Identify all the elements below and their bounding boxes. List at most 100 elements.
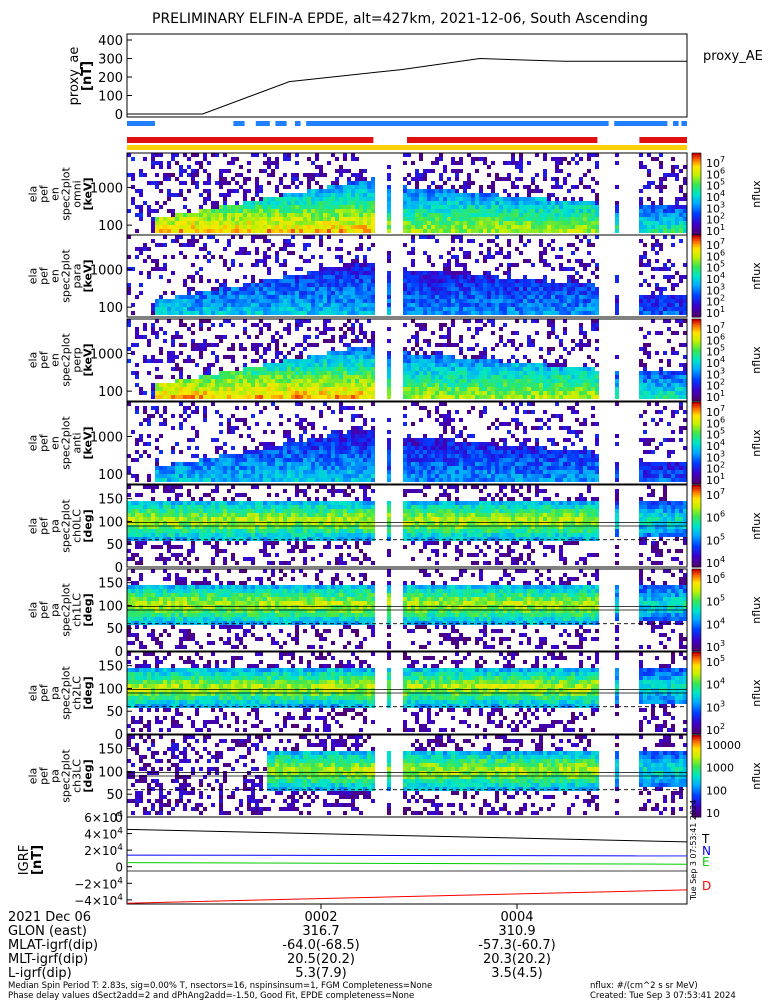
spectrogram-cell	[371, 267, 375, 271]
spectrogram-cell	[419, 299, 423, 303]
spectrogram-cell	[571, 307, 575, 311]
spectrogram-cell	[563, 311, 567, 315]
spectrogram-cell	[651, 213, 655, 217]
spectrogram-cell	[227, 466, 231, 470]
spectrogram-cell	[663, 173, 667, 177]
spectrogram-cell	[363, 177, 367, 181]
spectrogram-cell	[451, 299, 455, 303]
spectrogram-cell	[187, 355, 191, 359]
spectrogram-cell	[183, 466, 187, 470]
spectrogram-cell	[263, 367, 267, 371]
spectrogram-cell	[259, 279, 263, 283]
spectrogram-cell	[487, 193, 491, 197]
spectrogram-cell	[439, 229, 443, 233]
spectrogram-cell	[167, 217, 171, 221]
spectrogram-cell	[431, 291, 435, 295]
spectrogram-cell	[371, 205, 375, 209]
spectrogram-cell	[239, 165, 243, 169]
spectrogram-cell	[227, 347, 231, 351]
spectrogram-cell	[303, 213, 307, 217]
spectrogram-cell	[331, 225, 335, 229]
spectrogram-cell	[219, 295, 223, 299]
spectrogram-cell	[543, 259, 547, 263]
spectrogram-cell	[415, 307, 419, 311]
spectrogram-cell	[683, 275, 687, 279]
spectrogram-cell	[571, 251, 575, 255]
spectrogram-cell	[451, 275, 455, 279]
spectrogram-cell	[203, 474, 207, 478]
spectrogram-cell	[427, 235, 431, 239]
spectrogram-cell	[423, 251, 427, 255]
spectrogram-cell	[195, 406, 199, 410]
spectrogram-cell	[179, 462, 183, 466]
spectrogram-cell	[323, 299, 327, 303]
spectrogram-cell	[447, 225, 451, 229]
spectrogram-cell	[587, 391, 591, 395]
y-axis-label-line: [keV]	[81, 259, 94, 292]
spectrogram-cell	[207, 375, 211, 379]
spectrogram-cell	[311, 193, 315, 197]
spectrogram-cell	[299, 213, 303, 217]
spectrogram-cell	[675, 271, 679, 275]
spectrogram-cell	[427, 375, 431, 379]
colorbar-step	[692, 208, 701, 211]
spectrogram-cell	[659, 221, 663, 225]
spectrogram-cell	[571, 387, 575, 391]
spectrogram-cell	[327, 267, 331, 271]
spectrogram-cell	[551, 395, 555, 399]
spectrogram-cell	[431, 395, 435, 399]
spectrogram-cell	[331, 395, 335, 399]
spectrogram-cell	[143, 157, 147, 161]
spectrogram-cell	[291, 243, 295, 247]
spectrogram-cell	[291, 383, 295, 387]
spectrogram-cell	[363, 379, 367, 383]
spectrogram-cell	[195, 470, 199, 474]
spectrogram-cell	[643, 387, 647, 391]
colorbar-step	[692, 177, 701, 181]
spectrogram-cell	[275, 213, 279, 217]
spectrogram-cell	[647, 331, 651, 335]
spectrogram-cell	[247, 367, 251, 371]
spectrogram-cell	[183, 279, 187, 283]
spectrogram-cell	[263, 259, 267, 263]
spectrogram-cell	[307, 181, 311, 185]
spectrogram-cell	[507, 243, 511, 247]
spectrogram-cell	[431, 205, 435, 209]
spectrogram-cell	[419, 271, 423, 275]
spectrogram-cell	[319, 331, 323, 335]
spectrogram-cell	[159, 375, 163, 379]
spectrogram-cell	[443, 197, 447, 201]
colorbar-label: nflux	[750, 262, 763, 290]
spectrogram-cell	[263, 470, 267, 474]
spectrogram-cell	[151, 153, 155, 157]
spectrogram-cell	[259, 197, 263, 201]
spectrogram-cell	[499, 379, 503, 383]
spectrogram-cell	[459, 201, 463, 205]
spectrogram-cell	[671, 307, 675, 311]
spectrogram-cell	[311, 371, 315, 375]
spectrogram-cell	[215, 239, 219, 243]
spectrogram-cell	[127, 153, 131, 157]
spectrogram-cell	[535, 217, 539, 221]
spectrogram-cell	[583, 185, 587, 189]
spectrogram-cell	[359, 367, 363, 371]
spectrogram-cell	[199, 235, 203, 239]
spectrogram-cell	[519, 177, 523, 181]
spectrogram-cell	[363, 387, 367, 391]
spectrogram-cell	[267, 271, 271, 275]
spectrogram-cell	[355, 359, 359, 363]
spectrogram-cell	[139, 434, 143, 438]
colorbar-step	[692, 196, 701, 199]
spectrogram-cell	[339, 387, 343, 391]
spectrogram-cell	[355, 185, 359, 189]
spectrogram-cell	[595, 307, 599, 311]
spectrogram-cell	[163, 217, 167, 221]
spectrogram-cell	[487, 391, 491, 395]
spectrogram-cell	[351, 331, 355, 335]
spectrogram-cell	[235, 217, 239, 221]
spectrogram-cell	[531, 189, 535, 193]
y-axis-label-line: spec2plot	[59, 167, 72, 221]
spectrogram-cell	[231, 343, 235, 347]
spectrogram-cell	[227, 430, 231, 434]
spectrogram-cell	[211, 383, 215, 387]
